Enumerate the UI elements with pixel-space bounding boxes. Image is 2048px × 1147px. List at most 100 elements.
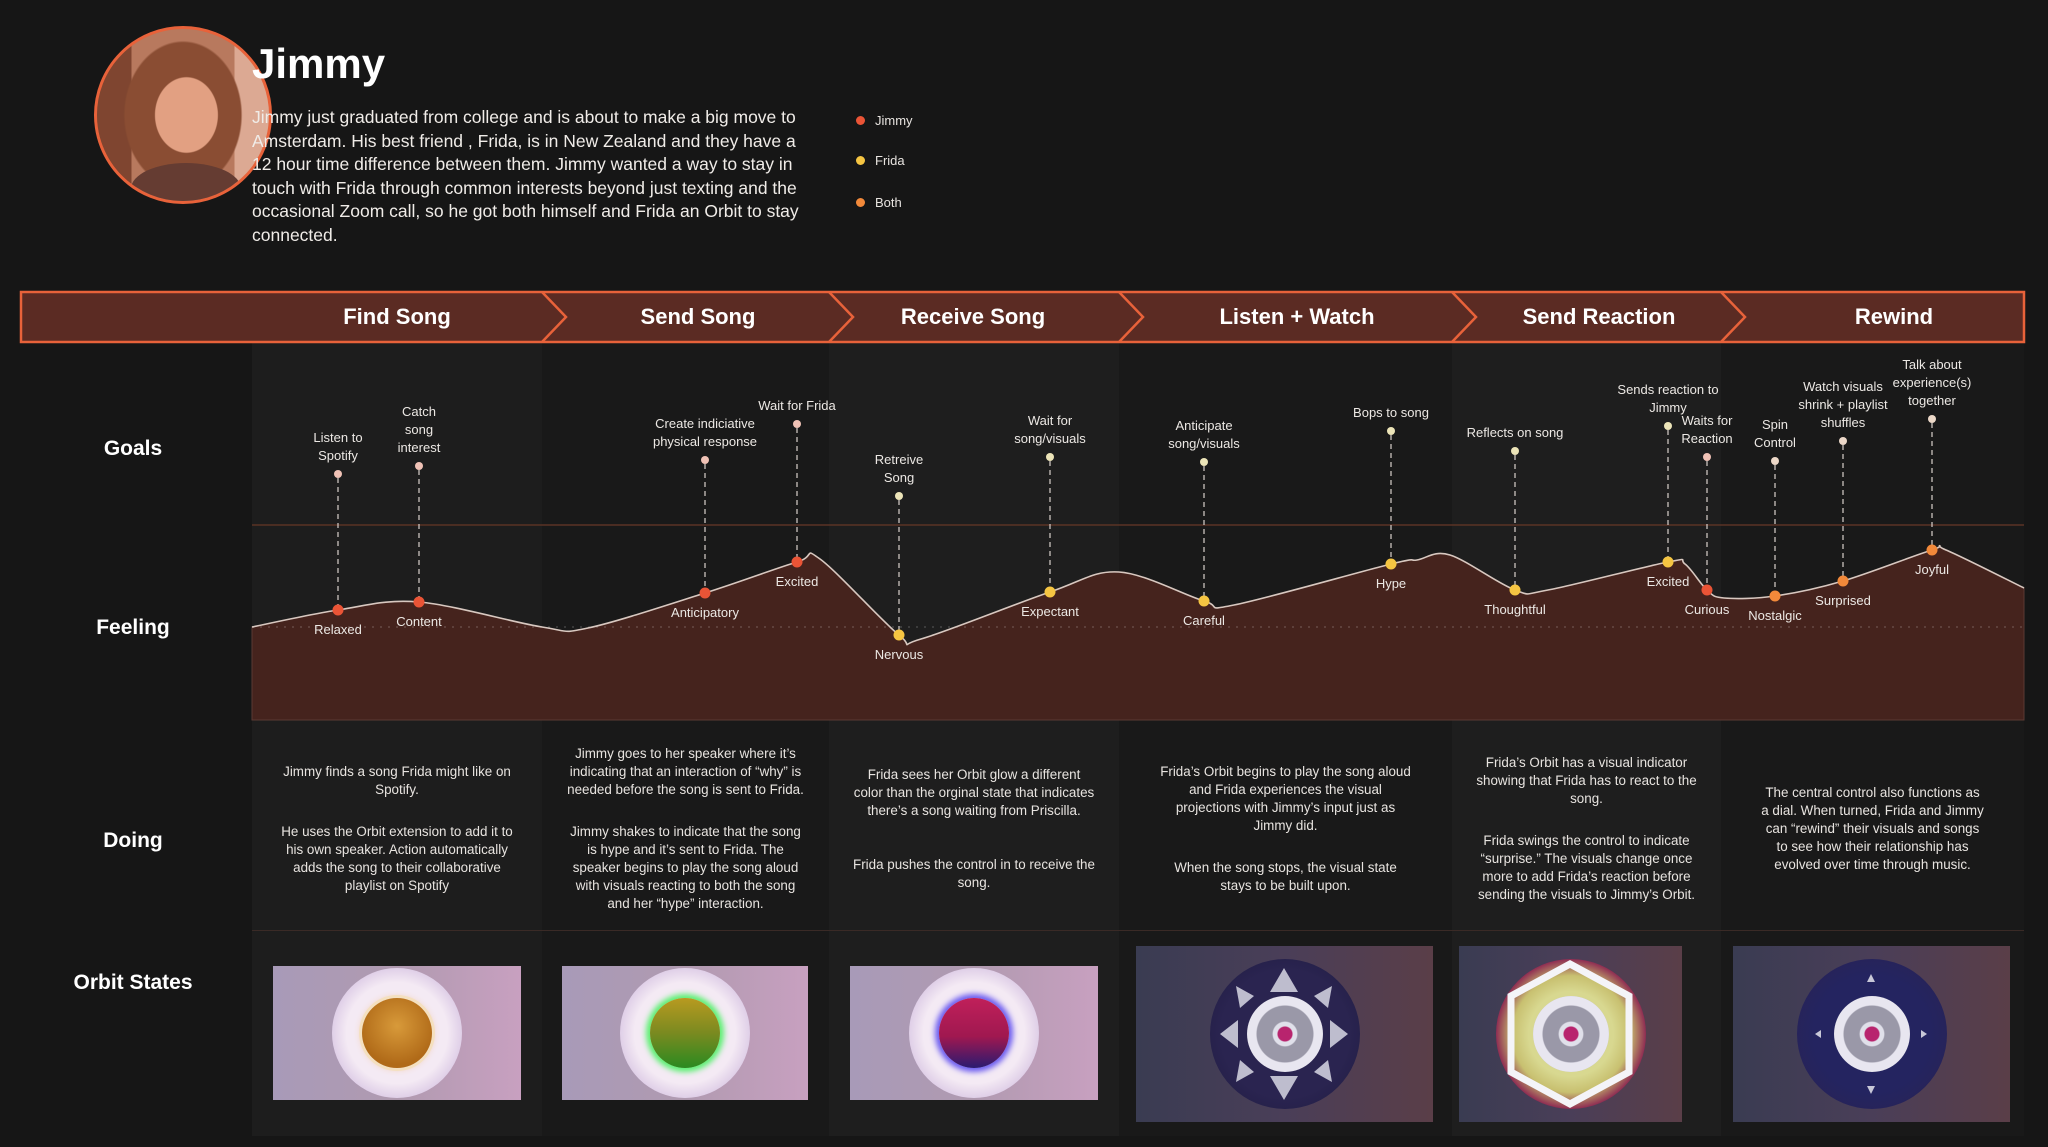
goal-label: song/visuals	[1014, 431, 1086, 446]
feeling-dot	[1198, 595, 1210, 607]
feeling-label: Surprised	[1815, 593, 1871, 608]
feeling-area	[251, 545, 2025, 721]
goal-dot	[1771, 457, 1779, 465]
dot-icon	[856, 197, 865, 207]
stage-send-song: Send Song	[640, 304, 756, 329]
goal-label: Catch	[402, 404, 436, 419]
goal-label: Song	[884, 470, 914, 485]
goal-label: song	[405, 422, 433, 437]
goal-dot	[415, 462, 423, 470]
goal-label: Control	[1754, 435, 1796, 450]
doing-send-reaction: Frida’s Orbit has a visual indicator sho…	[1476, 755, 1697, 902]
doing-receive-song: Frida sees her Orbit glow a different co…	[853, 767, 1095, 890]
stage-listen-watch: Listen + Watch	[1219, 304, 1375, 329]
stage-bar	[19, 290, 2026, 344]
journey-chart: Listen to Spotify Relaxed Catch song interest…	[251, 357, 2025, 721]
feeling-dot	[1385, 558, 1397, 570]
doing-find-song: Jimmy finds a song Frida might like on S…	[281, 764, 513, 893]
feeling-dot	[413, 596, 425, 608]
feeling-dot	[332, 604, 344, 616]
feeling-label: Excited	[1647, 574, 1690, 589]
doing-rewind: The central control also functions as a …	[1761, 785, 1984, 872]
legend-item-both: Both	[852, 192, 913, 212]
row-label-feeling: Feeling	[96, 616, 170, 639]
orbit-state-green-image	[562, 966, 808, 1100]
persona-bio: Jimmy just graduated from college and is…	[252, 107, 799, 245]
goal-dot	[1928, 415, 1936, 423]
feeling-label: Relaxed	[314, 622, 362, 637]
dot-icon	[856, 155, 865, 165]
goal-label: physical response	[653, 434, 757, 449]
goal-label: shuffles	[1821, 415, 1866, 430]
feeling-label: Thoughtful	[1484, 602, 1546, 617]
feeling-dot	[1701, 584, 1713, 596]
goal-dot	[1664, 422, 1672, 430]
stage-receive-song: Receive Song	[900, 304, 1046, 329]
goal-label: Anticipate	[1175, 418, 1232, 433]
goal-dot	[701, 456, 709, 464]
orbit-divider	[252, 930, 2024, 931]
row-label-goals: Goals	[103, 437, 163, 460]
feeling-label: Nostalgic	[1748, 608, 1802, 623]
legend-item-jimmy: Jimmy	[852, 110, 913, 130]
feeling-label: Anticipatory	[671, 605, 739, 620]
goal-label: experience(s)	[1893, 375, 1972, 390]
feeling-label: Curious	[1685, 602, 1730, 617]
avatar	[94, 26, 272, 204]
goal-label: Sends reaction to	[1617, 382, 1718, 397]
goal-label: Create indiciative	[655, 416, 755, 431]
feeling-label: Nervous	[875, 647, 924, 662]
feeling-label: Excited	[776, 574, 819, 589]
goal-label: Waits for	[1682, 413, 1733, 428]
legend-item-frida: Frida	[852, 150, 913, 170]
goal-label: Spotify	[318, 448, 358, 463]
feeling-dot	[1044, 586, 1056, 598]
feeling-curve	[251, 544, 2025, 646]
stage-send-reaction: Send Reaction	[1522, 304, 1676, 329]
goal-dot	[793, 420, 801, 428]
goal-label: Watch visuals	[1803, 379, 1883, 394]
feeling-dot	[1926, 544, 1938, 556]
feeling-label: Joyful	[1915, 562, 1949, 577]
feeling-label: Expectant	[1021, 604, 1079, 619]
feeling-label: Content	[396, 614, 442, 629]
goal-label: Spin	[1762, 417, 1788, 432]
goal-dot	[1046, 453, 1054, 461]
goal-label: Jimmy	[1649, 400, 1687, 415]
dial-arrows-icon	[1815, 974, 1927, 1094]
row-label-orbit-states: Orbit States	[73, 971, 193, 994]
stage-find-song: Find Song	[343, 304, 451, 329]
orbit-state-purple-image	[850, 966, 1098, 1100]
orbit-state-projection-image	[1136, 946, 1433, 1122]
feeling-dot	[791, 556, 803, 568]
goal-dot	[1703, 453, 1711, 461]
dot-icon	[856, 115, 865, 125]
goal-label: Talk about	[1902, 357, 1962, 372]
goal-label: interest	[398, 440, 441, 455]
feeling-label: Careful	[1183, 613, 1225, 628]
goal-label: Retreive	[875, 452, 923, 467]
feeling-dot	[893, 629, 905, 641]
goal-label: Wait for	[1028, 413, 1073, 428]
feeling-dot	[1662, 556, 1674, 568]
orbit-state-dial-image	[1733, 946, 2010, 1122]
goal-dot	[1387, 427, 1395, 435]
goal-label: Listen to	[313, 430, 362, 445]
goal-label: Reaction	[1681, 431, 1732, 446]
goal-label: Wait for Frida	[758, 398, 836, 413]
legend: Jimmy Frida Both	[852, 110, 913, 232]
orbit-state-reaction-image	[1459, 946, 1682, 1122]
goal-dot	[334, 470, 342, 478]
doing-send-song: Jimmy goes to her speaker where it’s ind…	[567, 746, 804, 911]
feeling-dot	[1769, 590, 1781, 602]
feeling-label: Hype	[1376, 576, 1406, 591]
stage-rewind: Rewind	[1854, 304, 1934, 329]
goal-dot	[895, 492, 903, 500]
feeling-dot	[699, 587, 711, 599]
feeling-dot	[1837, 575, 1849, 587]
feeling-dot	[1509, 584, 1521, 596]
doing-listen-watch: Frida’s Orbit begins to play the song al…	[1160, 764, 1411, 893]
goal-label: Reflects on song	[1467, 425, 1564, 440]
projection-pattern-icon	[1220, 968, 1348, 1100]
persona-name: Jimmy	[252, 40, 386, 87]
